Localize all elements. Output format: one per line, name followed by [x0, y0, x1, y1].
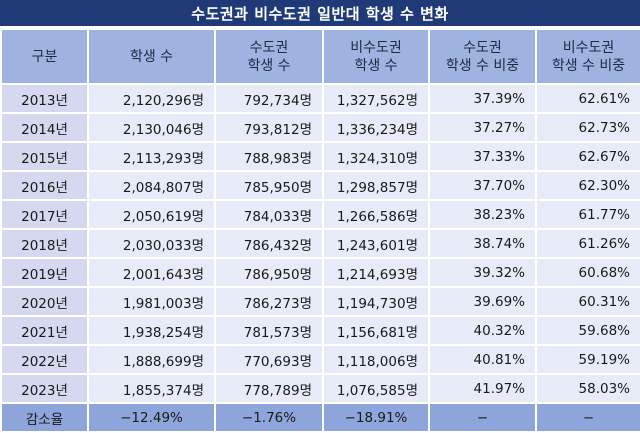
table-row: 2021년 1,938,254명 781,573명 1,156,681명 40.…: [0, 315, 640, 346]
summary-label-cell: 감소율: [0, 402, 89, 433]
table-title: 수도권과 비수도권 일반대 학생 수 변화: [0, 0, 640, 28]
capital-share-cell: 38.74%: [428, 228, 537, 259]
summary-non-capital-share-cell: −: [535, 402, 640, 433]
non-capital-share-cell: 61.77%: [535, 199, 640, 230]
total-cell: 2,113,293명: [87, 141, 216, 172]
summary-capital-share-cell: −: [428, 402, 537, 433]
header-capital-share: 수도권 학생 수 비중: [428, 28, 537, 85]
non-capital-cell: 1,327,562명: [322, 83, 430, 114]
capital-share-cell: 37.39%: [428, 83, 537, 114]
capital-cell: 788,983명: [214, 141, 324, 172]
table-row: 2017년 2,050,619명 784,033명 1,266,586명 38.…: [0, 199, 640, 230]
non-capital-cell: 1,266,586명: [322, 199, 430, 230]
non-capital-cell: 1,214,693명: [322, 257, 430, 288]
header-row: 구분 학생 수 수도권 학생 수 비수도권 학생 수 수도권 학생 수 비중 비수도권…: [0, 28, 640, 85]
capital-share-cell: 39.69%: [428, 286, 537, 317]
capital-share-cell: 37.33%: [428, 141, 537, 172]
non-capital-share-cell: 62.30%: [535, 170, 640, 201]
non-capital-cell: 1,076,585명: [322, 373, 430, 404]
header-category: 구분: [0, 28, 89, 85]
non-capital-cell: 1,336,234명: [322, 112, 430, 143]
capital-share-cell: 37.70%: [428, 170, 537, 201]
total-cell: 2,084,807명: [87, 170, 216, 201]
non-capital-share-cell: 59.68%: [535, 315, 640, 346]
capital-share-cell: 41.97%: [428, 373, 537, 404]
summary-total-cell: −12.49%: [87, 402, 216, 433]
table-row: 2016년 2,084,807명 785,950명 1,298,857명 37.…: [0, 170, 640, 201]
table-row: 2022년 1,888,699명 770,693명 1,118,006명 40.…: [0, 344, 640, 375]
total-cell: 1,855,374명: [87, 373, 216, 404]
total-cell: 2,120,296명: [87, 83, 216, 114]
summary-non-capital-cell: −18.91%: [322, 402, 430, 433]
capital-cell: 792,734명: [214, 83, 324, 114]
capital-cell: 786,950명: [214, 257, 324, 288]
non-capital-share-cell: 62.73%: [535, 112, 640, 143]
header-total-students: 학생 수: [87, 28, 216, 85]
capital-cell: 784,033명: [214, 199, 324, 230]
non-capital-cell: 1,118,006명: [322, 344, 430, 375]
non-capital-share-cell: 58.03%: [535, 373, 640, 404]
student-count-table: 구분 학생 수 수도권 학생 수 비수도권 학생 수 수도권 학생 수 비중 비수도권…: [0, 28, 640, 433]
total-cell: 1,888,699명: [87, 344, 216, 375]
table-row: 2018년 2,030,033명 786,432명 1,243,601명 38.…: [0, 228, 640, 259]
total-cell: 2,050,619명: [87, 199, 216, 230]
total-cell: 1,981,003명: [87, 286, 216, 317]
non-capital-cell: 1,156,681명: [322, 315, 430, 346]
non-capital-cell: 1,324,310명: [322, 141, 430, 172]
total-cell: 2,030,033명: [87, 228, 216, 259]
capital-cell: 786,273명: [214, 286, 324, 317]
non-capital-cell: 1,194,730명: [322, 286, 430, 317]
table-row: 2019년 2,001,643명 786,950명 1,214,693명 39.…: [0, 257, 640, 288]
decrease-rate-row: 감소율 −12.49% −1.76% −18.91% − −: [0, 402, 640, 433]
table-row: 2020년 1,981,003명 786,273명 1,194,730명 39.…: [0, 286, 640, 317]
year-cell: 2013년: [0, 83, 89, 114]
header-non-capital-students: 비수도권 학생 수: [322, 28, 430, 85]
table-row: 2023년 1,855,374명 778,789명 1,076,585명 41.…: [0, 373, 640, 404]
table-row: 2015년 2,113,293명 788,983명 1,324,310명 37.…: [0, 141, 640, 172]
non-capital-share-cell: 59.19%: [535, 344, 640, 375]
year-cell: 2014년: [0, 112, 89, 143]
capital-cell: 770,693명: [214, 344, 324, 375]
non-capital-share-cell: 62.67%: [535, 141, 640, 172]
table-row: 2014년 2,130,046명 793,812명 1,336,234명 37.…: [0, 112, 640, 143]
capital-cell: 786,432명: [214, 228, 324, 259]
year-cell: 2023년: [0, 373, 89, 404]
year-cell: 2018년: [0, 228, 89, 259]
total-cell: 2,130,046명: [87, 112, 216, 143]
summary-capital-cell: −1.76%: [214, 402, 324, 433]
total-cell: 1,938,254명: [87, 315, 216, 346]
year-cell: 2021년: [0, 315, 89, 346]
capital-share-cell: 39.32%: [428, 257, 537, 288]
year-cell: 2017년: [0, 199, 89, 230]
non-capital-share-cell: 60.68%: [535, 257, 640, 288]
total-cell: 2,001,643명: [87, 257, 216, 288]
capital-cell: 785,950명: [214, 170, 324, 201]
non-capital-share-cell: 62.61%: [535, 83, 640, 114]
capital-share-cell: 40.81%: [428, 344, 537, 375]
year-cell: 2015년: [0, 141, 89, 172]
header-non-capital-share: 비수도권 학생 수 비중: [535, 28, 640, 85]
capital-share-cell: 40.32%: [428, 315, 537, 346]
year-cell: 2022년: [0, 344, 89, 375]
year-cell: 2016년: [0, 170, 89, 201]
capital-cell: 793,812명: [214, 112, 324, 143]
year-cell: 2019년: [0, 257, 89, 288]
year-cell: 2020년: [0, 286, 89, 317]
header-capital-students: 수도권 학생 수: [214, 28, 324, 85]
non-capital-share-cell: 61.26%: [535, 228, 640, 259]
non-capital-cell: 1,243,601명: [322, 228, 430, 259]
capital-cell: 781,573명: [214, 315, 324, 346]
capital-cell: 778,789명: [214, 373, 324, 404]
capital-share-cell: 38.23%: [428, 199, 537, 230]
non-capital-cell: 1,298,857명: [322, 170, 430, 201]
table-row: 2013년 2,120,296명 792,734명 1,327,562명 37.…: [0, 83, 640, 114]
capital-share-cell: 37.27%: [428, 112, 537, 143]
non-capital-share-cell: 60.31%: [535, 286, 640, 317]
